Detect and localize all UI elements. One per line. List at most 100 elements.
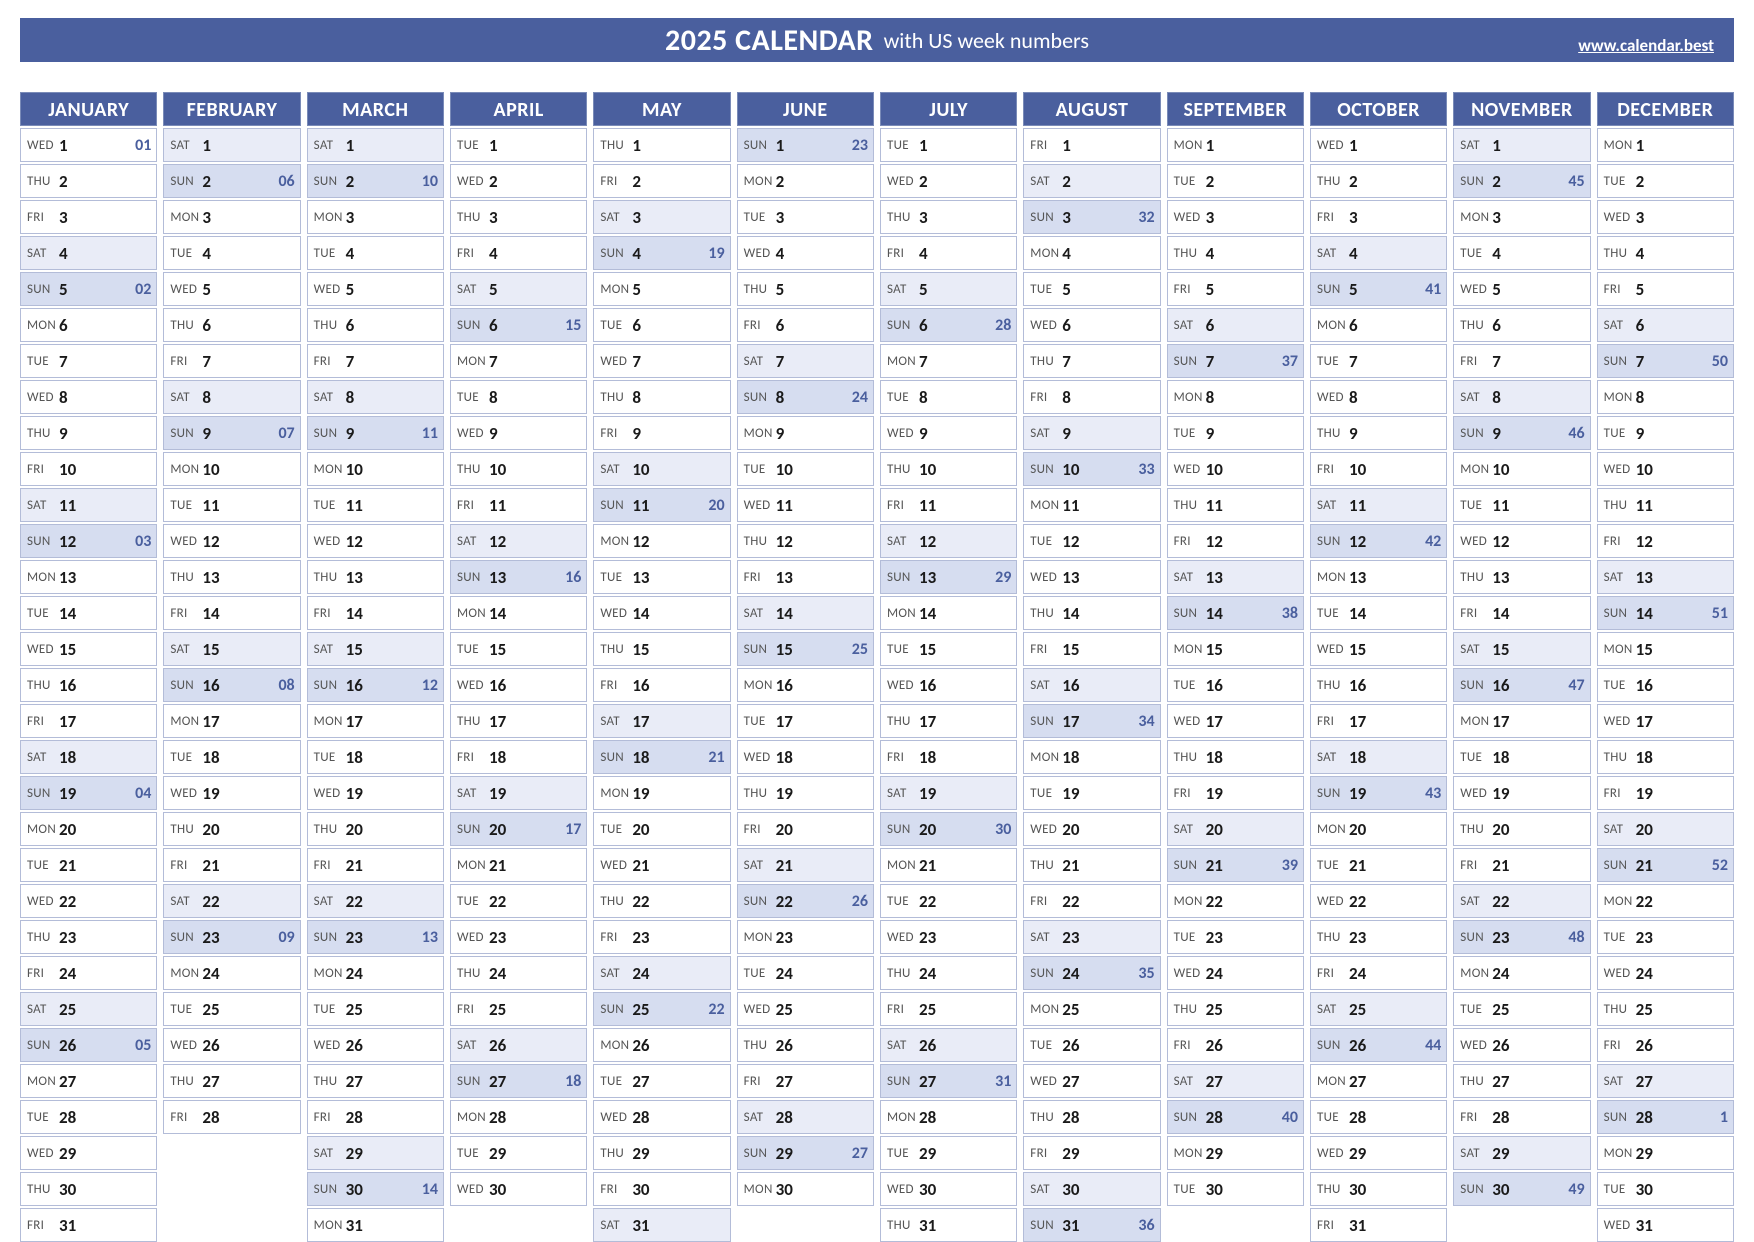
day-of-week-label: WED (1604, 714, 1636, 729)
day-number: 13 (1349, 567, 1366, 588)
day-number: 18 (1206, 747, 1223, 768)
day-number: 12 (346, 531, 363, 552)
day-of-week-label: WED (600, 1110, 632, 1125)
day-of-week-label: THU (314, 1074, 346, 1089)
day-number: 22 (346, 891, 363, 912)
day-number: 10 (1492, 459, 1509, 480)
day-number: 7 (632, 351, 641, 372)
day-number: 21 (346, 855, 363, 876)
day-of-week-label: TUE (1174, 174, 1206, 189)
day-cell: MON15 (1167, 632, 1304, 666)
day-cell: MON12 (593, 524, 730, 558)
day-number: 25 (1206, 999, 1223, 1020)
day-of-week-label: THU (744, 786, 776, 801)
day-cell: MON28 (450, 1100, 587, 1134)
day-of-week-label: SUN (314, 426, 346, 441)
day-cell: THU6 (1453, 308, 1590, 342)
day-cell: SAT6 (1167, 308, 1304, 342)
day-of-week-label: SAT (1030, 426, 1062, 441)
day-number: 23 (776, 927, 793, 948)
day-of-week-label: FRI (170, 354, 202, 369)
day-number: 28 (919, 1107, 936, 1128)
day-of-week-label: MON (1317, 318, 1349, 333)
day-number: 26 (489, 1035, 506, 1056)
day-cell: MON3 (1453, 200, 1590, 234)
day-cell: SAT11 (1310, 488, 1447, 522)
day-number: 8 (1349, 387, 1358, 408)
day-of-week-label: TUE (457, 1146, 489, 1161)
day-cell: WED5 (163, 272, 300, 306)
day-cell: TUE25 (1453, 992, 1590, 1026)
day-number: 23 (1062, 927, 1079, 948)
day-of-week-label: SUN (457, 318, 489, 333)
day-number: 28 (59, 1107, 76, 1128)
day-cell: TUE23 (1597, 920, 1734, 954)
day-of-week-label: SUN (1460, 426, 1492, 441)
day-of-week-label: SAT (170, 894, 202, 909)
day-number: 26 (776, 1035, 793, 1056)
day-of-week-label: SUN (457, 822, 489, 837)
day-cell: SAT29 (307, 1136, 444, 1170)
day-cell: SAT19 (450, 776, 587, 810)
day-cell: MON22 (1597, 884, 1734, 918)
day-of-week-label: SUN (887, 822, 919, 837)
day-cell: TUE4 (1453, 236, 1590, 270)
day-number: 24 (1206, 963, 1223, 984)
day-of-week-label: WED (314, 282, 346, 297)
day-cell: WED16 (450, 668, 587, 702)
day-cell: MON22 (1167, 884, 1304, 918)
day-number: 6 (1206, 315, 1215, 336)
day-number: 31 (1636, 1215, 1653, 1236)
day-number: 10 (202, 459, 219, 480)
day-of-week-label: TUE (1030, 282, 1062, 297)
day-cell: SAT5 (450, 272, 587, 306)
day-number: 13 (776, 567, 793, 588)
day-of-week-label: TUE (1317, 354, 1349, 369)
day-of-week-label: THU (1317, 426, 1349, 441)
day-of-week-label: SUN (600, 498, 632, 513)
day-cell: WED3 (1597, 200, 1734, 234)
day-of-week-label: FRI (314, 606, 346, 621)
source-link[interactable]: www.calendar.best (1578, 35, 1714, 56)
day-cell: SAT24 (593, 956, 730, 990)
day-of-week-label: SUN (600, 246, 632, 261)
day-cell: FRI25 (450, 992, 587, 1026)
day-number: 4 (919, 243, 928, 264)
day-number: 17 (346, 711, 363, 732)
day-of-week-label: TUE (314, 498, 346, 513)
day-cell: SAT20 (1167, 812, 1304, 846)
day-of-week-label: SAT (744, 354, 776, 369)
day-of-week-label: WED (1317, 642, 1349, 657)
day-of-week-label: SAT (1174, 822, 1206, 837)
day-of-week-label: TUE (744, 462, 776, 477)
day-of-week-label: FRI (27, 210, 59, 225)
day-of-week-label: TUE (744, 714, 776, 729)
day-cell: MON11 (1023, 488, 1160, 522)
day-cell: SUN1438 (1167, 596, 1304, 630)
day-of-week-label: WED (457, 678, 489, 693)
day-of-week-label: SUN (1174, 354, 1206, 369)
day-of-week-label: THU (1030, 858, 1062, 873)
day-cell: THU30 (1310, 1172, 1447, 1206)
day-of-week-label: FRI (600, 1182, 632, 1197)
day-of-week-label: SUN (1604, 1110, 1636, 1125)
day-cell: THU3 (450, 200, 587, 234)
day-of-week-label: SAT (1460, 1146, 1492, 1161)
day-number: 8 (1492, 387, 1501, 408)
day-of-week-label: SAT (1174, 570, 1206, 585)
day-number: 26 (346, 1035, 363, 1056)
day-cell: THU11 (1167, 488, 1304, 522)
day-number: 27 (489, 1071, 506, 1092)
day-cell: WED19 (1453, 776, 1590, 810)
day-cell: SUN2139 (1167, 848, 1304, 882)
day-number: 21 (1492, 855, 1509, 876)
day-number: 17 (1636, 711, 1653, 732)
day-of-week-label: WED (27, 1146, 59, 1161)
day-of-week-label: SUN (170, 930, 202, 945)
day-number: 1 (776, 135, 785, 156)
week-number: 18 (565, 1072, 581, 1091)
day-of-week-label: THU (1174, 498, 1206, 513)
day-cell: MON24 (307, 956, 444, 990)
week-number: 52 (1712, 856, 1728, 875)
day-cell: SUN210 (307, 164, 444, 198)
